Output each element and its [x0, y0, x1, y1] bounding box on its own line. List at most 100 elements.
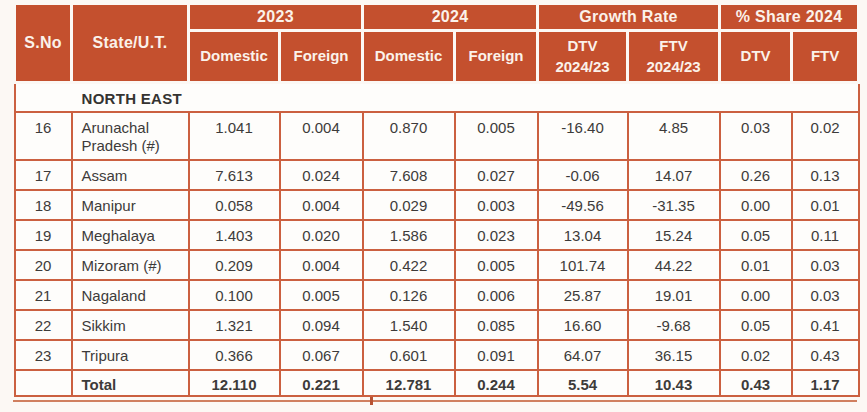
cell-value: 0.05 [720, 220, 792, 250]
cell-value: 25.87 [538, 280, 628, 310]
cell-value: 5.54 [538, 370, 628, 396]
cell-state: Mizoram (#) [72, 250, 189, 280]
cell-value: 0.244 [455, 370, 538, 396]
group-header-pct-share-2024: % Share 2024 [720, 4, 859, 31]
col-header-ftv-share: FTV [792, 31, 859, 83]
cell-state: Manipur [72, 190, 189, 220]
cell-value: -0.06 [538, 160, 628, 190]
col-header-domestic-2024: Domestic [363, 31, 455, 83]
cell-value: -31.35 [628, 190, 720, 220]
cell-state: Assam [72, 160, 189, 190]
cell-value: 10.43 [628, 370, 720, 396]
cell-value: 0.02 [720, 340, 792, 370]
table-header: S.No State/U.T. 2023 2024 Growth Rate % … [15, 4, 859, 83]
section-label: NORTH EAST [15, 83, 859, 112]
table-row: 23Tripura0.3660.0670.6010.09164.0736.150… [15, 340, 859, 370]
cell-value: 0.027 [455, 160, 538, 190]
cell-value: 0.020 [280, 220, 363, 250]
cell-sno: 16 [15, 112, 72, 160]
cell-value: 1.041 [189, 112, 280, 160]
cell-value: 14.07 [628, 160, 720, 190]
section-row-north-east: NORTH EAST [15, 83, 859, 112]
cell-value: 12.781 [363, 370, 455, 396]
cell-value: 0.366 [189, 340, 280, 370]
cell-value: 0.422 [363, 250, 455, 280]
group-header-2023: 2023 [189, 4, 363, 31]
cell-sno: 19 [15, 220, 72, 250]
col-header-dtv-growth: DTV 2024/23 [538, 31, 628, 83]
cell-value: 0.01 [792, 190, 859, 220]
cell-value: 0.03 [720, 112, 792, 160]
col-header-state: State/U.T. [72, 4, 189, 83]
cell-value: -49.56 [538, 190, 628, 220]
total-row: Total 12.110 0.221 12.781 0.244 5.54 10.… [15, 370, 859, 396]
group-header-2024: 2024 [363, 4, 538, 31]
cell-value: 1.586 [363, 220, 455, 250]
cell-value: 0.11 [792, 220, 859, 250]
cell-value: 0.41 [792, 310, 859, 340]
cell-value: 7.613 [189, 160, 280, 190]
cell-value: 0.024 [280, 160, 363, 190]
statistics-table: S.No State/U.T. 2023 2024 Growth Rate % … [13, 2, 860, 397]
cell-value: 0.00 [720, 280, 792, 310]
cell-sno: 20 [15, 250, 72, 280]
cell-sno [15, 370, 72, 396]
col-header-dtv-share: DTV [720, 31, 792, 83]
cell-value: 36.15 [628, 340, 720, 370]
table-row: 22Sikkim1.3210.0941.5400.08516.60-9.680.… [15, 310, 859, 340]
cell-sno: 22 [15, 310, 72, 340]
col-header-ftv-growth: FTV 2024/23 [628, 31, 720, 83]
table-body: NORTH EAST 16Arunachal Pradesh (#)1.0410… [15, 83, 859, 396]
cell-value: 0.05 [720, 310, 792, 340]
cell-value: 0.26 [720, 160, 792, 190]
group-header-growth-rate: Growth Rate [538, 4, 720, 31]
next-section-cutoff-strip [13, 400, 857, 407]
cell-value: 1.321 [189, 310, 280, 340]
col-header-foreign-2024: Foreign [455, 31, 538, 83]
table-row: 20Mizoram (#)0.2090.0040.4220.005101.744… [15, 250, 859, 280]
cell-value: 1.17 [792, 370, 859, 396]
cell-state: Tripura [72, 340, 189, 370]
cell-value: 13.04 [538, 220, 628, 250]
cell-value: 0.00 [720, 190, 792, 220]
cell-sno: 21 [15, 280, 72, 310]
cell-state: Meghalaya [72, 220, 189, 250]
col-header-foreign-2023: Foreign [280, 31, 363, 83]
cell-value: 0.126 [363, 280, 455, 310]
cell-value: 0.221 [280, 370, 363, 396]
cell-value: 0.067 [280, 340, 363, 370]
cell-state: Nagaland [72, 280, 189, 310]
cell-value: 0.023 [455, 220, 538, 250]
cell-value: 7.608 [363, 160, 455, 190]
table-row: 17Assam7.6130.0247.6080.027-0.0614.070.2… [15, 160, 859, 190]
cell-value: 0.085 [455, 310, 538, 340]
cell-value: 0.091 [455, 340, 538, 370]
col-header-domestic-2023: Domestic [189, 31, 280, 83]
cell-value: 0.100 [189, 280, 280, 310]
tourism-statistics-table-wrapper: S.No State/U.T. 2023 2024 Growth Rate % … [0, 0, 867, 397]
table-row: 19Meghalaya1.4030.0201.5860.02313.0415.2… [15, 220, 859, 250]
cell-value: 0.601 [363, 340, 455, 370]
cell-value: 1.403 [189, 220, 280, 250]
cell-value: 0.03 [792, 250, 859, 280]
table-row: 18Manipur0.0580.0040.0290.003-49.56-31.3… [15, 190, 859, 220]
col-header-sno: S.No [15, 4, 72, 83]
cell-value: -16.40 [538, 112, 628, 160]
cell-value: 4.85 [628, 112, 720, 160]
cell-value: 0.870 [363, 112, 455, 160]
cutoff-column-border-tick [370, 397, 373, 405]
cell-value: 0.004 [280, 190, 363, 220]
cell-value: 15.24 [628, 220, 720, 250]
cell-value: 0.13 [792, 160, 859, 190]
table-row: 21Nagaland0.1000.0050.1260.00625.8719.01… [15, 280, 859, 310]
cell-value: 0.094 [280, 310, 363, 340]
cell-value: -9.68 [628, 310, 720, 340]
cell-value: 19.01 [628, 280, 720, 310]
cell-value: 0.43 [720, 370, 792, 396]
cell-value: 0.029 [363, 190, 455, 220]
cell-value: 0.01 [720, 250, 792, 280]
cell-value: 0.209 [189, 250, 280, 280]
header-group-row: S.No State/U.T. 2023 2024 Growth Rate % … [15, 4, 859, 31]
cell-value: 0.43 [792, 340, 859, 370]
cell-value: 101.74 [538, 250, 628, 280]
